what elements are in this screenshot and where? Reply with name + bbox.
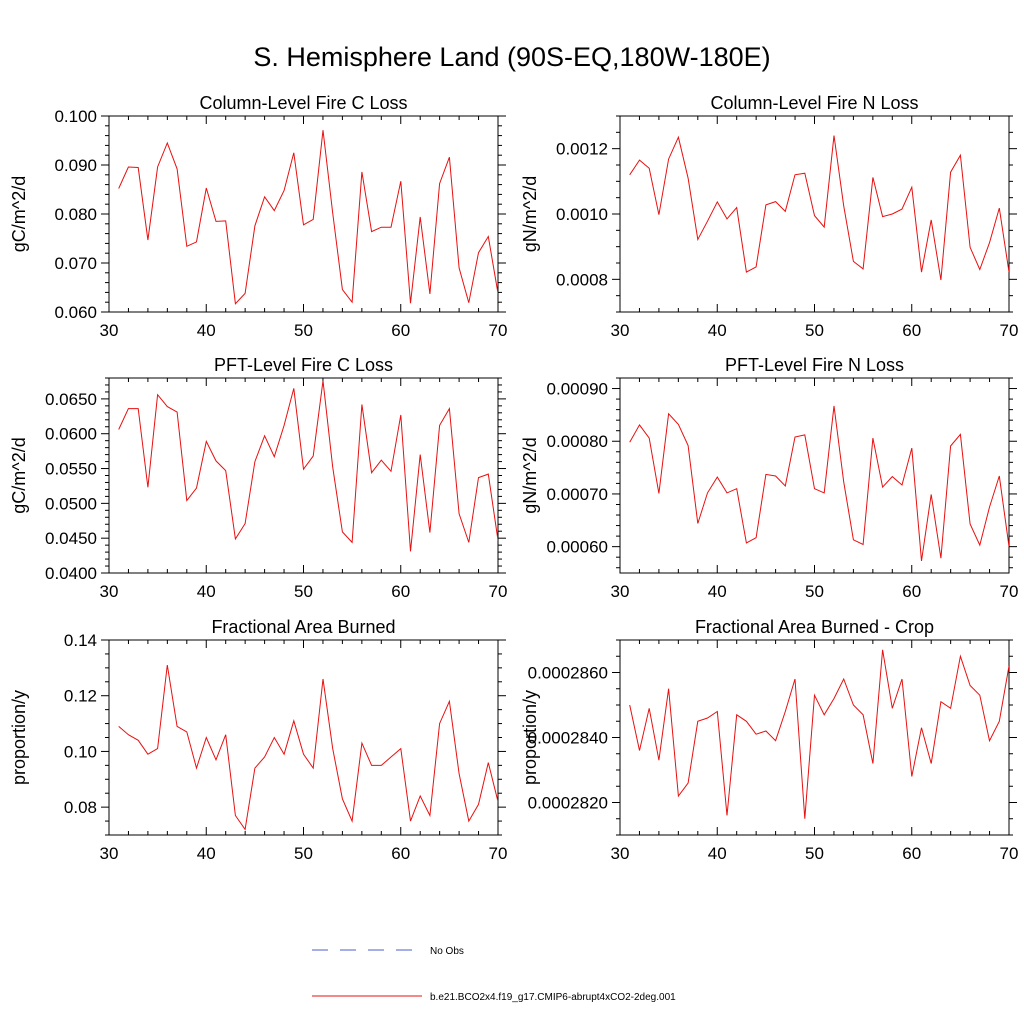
x-tick-label: 60 xyxy=(902,321,921,340)
y-axis-label: gC/m^2/d xyxy=(9,176,29,252)
y-tick-label: 0.0550 xyxy=(45,460,97,479)
x-tick-label: 30 xyxy=(100,582,119,601)
y-axis-label: proportion/y xyxy=(520,690,540,785)
series-line xyxy=(629,405,1009,561)
panel-title: Fractional Area Burned - Crop xyxy=(695,617,934,637)
y-tick-label: 0.0600 xyxy=(45,425,97,444)
x-tick-label: 70 xyxy=(489,844,508,863)
chart-panel-3: PFT-Level Fire C Loss gC/m^2/d 30 40 50 60 70 0… xyxy=(9,355,507,601)
x-tick-label: 50 xyxy=(294,582,313,601)
x-tick-label: 60 xyxy=(902,844,921,863)
legend-label-model: b.e21.BCO2x4.f19_g17.CMIP6-abrupt4xCO2-2… xyxy=(430,992,676,1003)
x-tick-label: 30 xyxy=(100,321,119,340)
plot-frame xyxy=(619,639,1010,836)
x-tick-label: 70 xyxy=(1000,321,1019,340)
y-tick-label: 0.0008 xyxy=(556,270,608,289)
y-tick-label: 0.060 xyxy=(54,303,97,322)
y-tick-label: 0.00060 xyxy=(547,538,608,557)
y-tick-label: 0.08 xyxy=(64,798,97,817)
y-axis-label: gC/m^2/d xyxy=(9,437,29,513)
y-tick-label: 0.0450 xyxy=(45,529,97,548)
panel-title: Fractional Area Burned xyxy=(211,617,395,637)
chart-panel-5: Fractional Area Burned proportion/y 30 40 50… xyxy=(9,617,507,863)
y-tick-label: 0.00090 xyxy=(547,380,608,399)
x-tick-label: 50 xyxy=(805,321,824,340)
plot-frame xyxy=(108,377,499,574)
x-tick-label: 70 xyxy=(1000,844,1019,863)
panel-title: PFT-Level Fire C Loss xyxy=(214,355,393,375)
chart-panel-1: Column-Level Fire C Loss gC/m^2/d 30 40 50 60… xyxy=(9,93,507,340)
series-line xyxy=(118,665,498,831)
y-tick-label: 0.100 xyxy=(54,107,97,126)
panels: Column-Level Fire C Loss gC/m^2/d 30 40 50 60… xyxy=(9,93,1018,863)
y-tick-label: 0.14 xyxy=(64,631,97,650)
x-tick-label: 70 xyxy=(1000,582,1019,601)
figure-title: S. Hemisphere Land (90S-EQ,180W-180E) xyxy=(253,42,770,72)
y-tick-label: 0.080 xyxy=(54,205,97,224)
y-tick-label: 0.0650 xyxy=(45,390,97,409)
x-tick-label: 30 xyxy=(611,582,630,601)
y-tick-label: 0.090 xyxy=(54,156,97,175)
x-tick-label: 30 xyxy=(611,321,630,340)
x-tick-label: 50 xyxy=(805,582,824,601)
y-tick-label: 0.0400 xyxy=(45,564,97,583)
x-tick-label: 40 xyxy=(708,582,727,601)
series-line xyxy=(118,380,498,552)
plot-frame xyxy=(108,115,499,313)
x-tick-label: 50 xyxy=(294,844,313,863)
y-tick-label: 0.0002840 xyxy=(528,729,608,748)
x-tick-label: 40 xyxy=(197,582,216,601)
x-tick-label: 30 xyxy=(100,844,119,863)
panel-title: Column-Level Fire C Loss xyxy=(199,93,407,113)
x-tick-label: 70 xyxy=(489,321,508,340)
series-line xyxy=(629,135,1009,281)
panel-title: Column-Level Fire N Loss xyxy=(710,93,918,113)
y-tick-label: 0.0010 xyxy=(556,205,608,224)
y-axis-label: gN/m^2/d xyxy=(520,437,540,513)
x-tick-label: 50 xyxy=(805,844,824,863)
plot-frame xyxy=(619,377,1010,574)
x-tick-label: 40 xyxy=(708,844,727,863)
y-tick-label: 0.0002860 xyxy=(528,664,608,683)
x-tick-label: 50 xyxy=(294,321,313,340)
chart-panel-4: PFT-Level Fire N Loss gN/m^2/d 30 40 50 60 70 0… xyxy=(520,355,1018,601)
series-line xyxy=(629,649,1009,819)
panel-title: PFT-Level Fire N Loss xyxy=(725,355,904,375)
x-tick-label: 30 xyxy=(611,844,630,863)
y-tick-label: 0.070 xyxy=(54,254,97,273)
y-axis-label: proportion/y xyxy=(9,690,29,785)
y-axis-label: gN/m^2/d xyxy=(520,176,540,252)
chart-panel-2: Column-Level Fire N Loss gN/m^2/d 30 40 50 60… xyxy=(520,93,1018,340)
x-tick-label: 40 xyxy=(197,321,216,340)
y-tick-label: 0.12 xyxy=(64,687,97,706)
x-tick-label: 60 xyxy=(391,321,410,340)
x-tick-label: 60 xyxy=(902,582,921,601)
x-tick-label: 70 xyxy=(489,582,508,601)
x-tick-label: 60 xyxy=(391,582,410,601)
y-tick-label: 0.00070 xyxy=(547,485,608,504)
chart-panel-6: Fractional Area Burned - Crop proportion/… xyxy=(520,617,1018,863)
legend: No Obs b.e21.BCO2x4.f19_g17.CMIP6-abrupt… xyxy=(312,946,676,1003)
legend-label-no-obs: No Obs xyxy=(430,946,464,957)
x-tick-label: 60 xyxy=(391,844,410,863)
y-tick-label: 0.10 xyxy=(64,742,97,761)
series-line xyxy=(118,130,498,305)
y-tick-label: 0.0500 xyxy=(45,494,97,513)
y-tick-label: 0.00080 xyxy=(547,432,608,451)
x-tick-label: 40 xyxy=(708,321,727,340)
plot-frame xyxy=(108,639,499,836)
x-tick-label: 40 xyxy=(197,844,216,863)
y-tick-label: 0.0002820 xyxy=(528,794,608,813)
y-tick-label: 0.0012 xyxy=(556,140,608,159)
